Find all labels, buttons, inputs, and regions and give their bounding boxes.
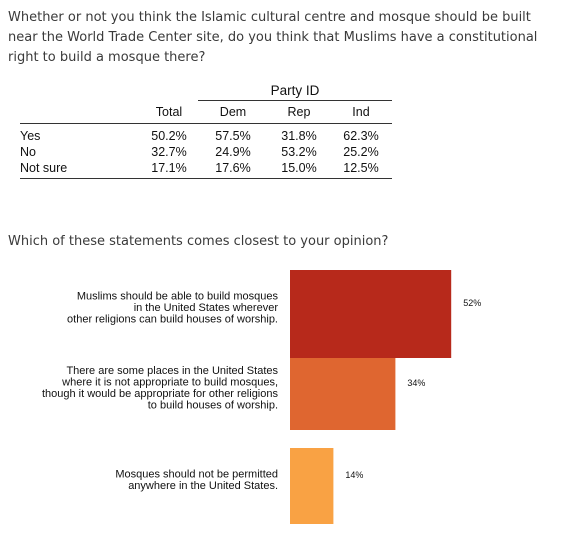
col-header-total: Total bbox=[155, 104, 183, 119]
table-cell: 57.5% bbox=[215, 129, 251, 143]
table-cell: 17.1% bbox=[151, 161, 187, 175]
col-header-ind: Ind bbox=[352, 105, 370, 119]
table-row: Not sure 17.1% 17.6% 15.0% 12.5% bbox=[20, 160, 392, 179]
row-label: No bbox=[20, 145, 36, 159]
bar-1 bbox=[290, 270, 452, 358]
row-label: Yes bbox=[20, 129, 41, 143]
party-id-title: Party ID bbox=[198, 80, 392, 101]
table-row: Yes 50.2% 57.5% 31.8% 62.3% bbox=[20, 124, 392, 145]
row-label: Not sure bbox=[20, 161, 68, 175]
party-id-table: Party ID Total Dem Rep Ind Yes 50.2% 57.… bbox=[20, 80, 392, 179]
bar-value-label: 14% bbox=[345, 470, 363, 480]
bar-category-label: Muslims should be able to build mosques i… bbox=[67, 291, 278, 326]
table-cell: 25.2% bbox=[343, 145, 379, 159]
opinion-bar-chart: 52% Muslims should be able to build mosqu… bbox=[42, 270, 481, 524]
table-cell: 17.6% bbox=[215, 161, 251, 175]
col-header-rep: Rep bbox=[287, 105, 311, 119]
table-cell: 32.7% bbox=[151, 145, 187, 159]
bar-category-label: Mosques should not be permitted anywhere … bbox=[115, 468, 278, 492]
bar-3 bbox=[290, 448, 334, 524]
table-cell: 31.8% bbox=[281, 129, 317, 143]
table-cell: 62.3% bbox=[343, 129, 379, 143]
table-cell: 50.2% bbox=[151, 129, 187, 143]
bar-value-label: 52% bbox=[463, 298, 481, 308]
col-header-dem: Dem bbox=[219, 105, 247, 119]
bar-category-label: There are some places in the United Stat… bbox=[42, 365, 279, 412]
question-2-text: Which of these statements comes closest … bbox=[8, 234, 389, 249]
table-cell: 12.5% bbox=[343, 161, 379, 175]
bar-2 bbox=[290, 358, 396, 430]
table-cell: 15.0% bbox=[281, 161, 317, 175]
question-1-text: Whether or not you think the Islamic cul… bbox=[8, 10, 538, 65]
table-cell: 24.9% bbox=[215, 145, 251, 159]
table-row: No 32.7% 24.9% 53.2% 25.2% bbox=[20, 144, 392, 160]
table-cell: 53.2% bbox=[281, 145, 317, 159]
bar-value-label: 34% bbox=[407, 378, 425, 388]
